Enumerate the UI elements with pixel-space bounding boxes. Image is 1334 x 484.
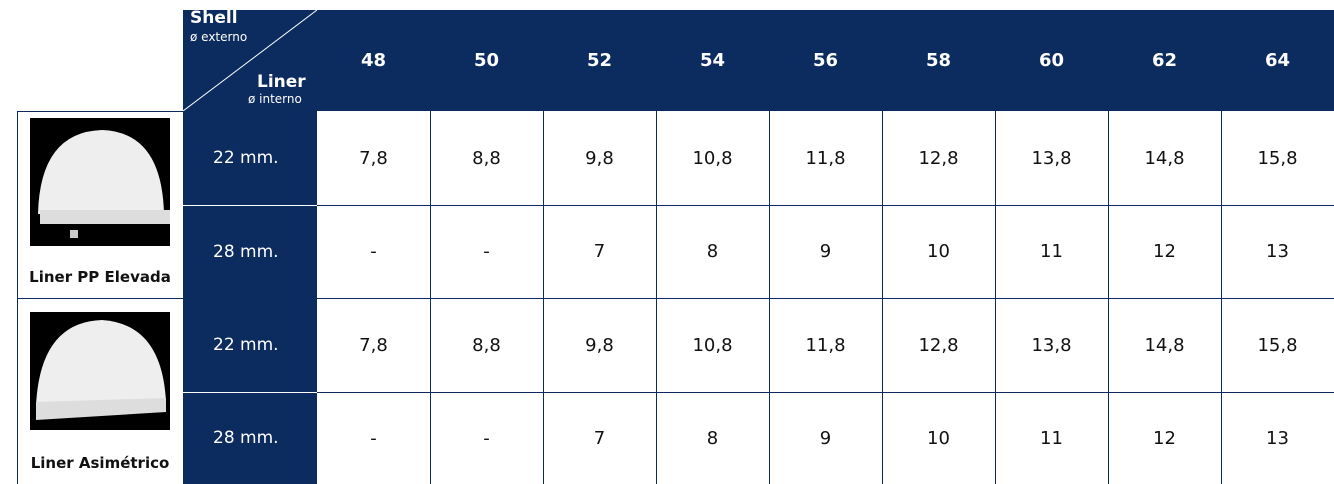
value-cell: 8 xyxy=(656,392,769,484)
size-label: 22 mm. xyxy=(183,298,317,392)
value-cell: 7 xyxy=(543,392,656,484)
product-name: Liner Asimétrico xyxy=(17,454,183,472)
product-image xyxy=(30,118,170,246)
value-cell: 10 xyxy=(882,392,995,484)
column-header: 52 xyxy=(543,10,656,111)
column-header: 62 xyxy=(1108,10,1221,111)
value-cell: 9 xyxy=(769,392,882,484)
value-cell: 7,8 xyxy=(317,298,430,392)
value-cell: - xyxy=(317,205,430,298)
grid-line xyxy=(17,111,183,112)
value-cell: - xyxy=(430,205,543,298)
value-cell: 11,8 xyxy=(769,298,882,392)
product-image xyxy=(30,312,170,430)
value-cell: 11 xyxy=(995,205,1108,298)
liner-sub: ø interno xyxy=(248,92,302,106)
value-cell: 8,8 xyxy=(430,298,543,392)
shell-label: Shell xyxy=(190,8,238,28)
size-label: 22 mm. xyxy=(183,111,317,205)
value-cell: 15,8 xyxy=(1221,298,1334,392)
value-cell: 15,8 xyxy=(1221,111,1334,205)
value-cell: 10,8 xyxy=(656,111,769,205)
liner-label: Liner xyxy=(257,72,306,92)
value-cell: 13 xyxy=(1221,205,1334,298)
value-cell: 14,8 xyxy=(1108,298,1221,392)
value-cell: - xyxy=(430,392,543,484)
value-cell: 10,8 xyxy=(656,298,769,392)
size-label: 28 mm. xyxy=(183,205,317,298)
value-cell: 13,8 xyxy=(995,111,1108,205)
value-cell: 11 xyxy=(995,392,1108,484)
value-cell: 12,8 xyxy=(882,111,995,205)
page: Shell ø externo Liner ø interno 48505254… xyxy=(0,0,1334,484)
column-header: 54 xyxy=(656,10,769,111)
grid-line xyxy=(17,298,183,299)
value-cell: 7 xyxy=(543,205,656,298)
column-header: 58 xyxy=(882,10,995,111)
value-cell: 7,8 xyxy=(317,111,430,205)
value-cell: 8,8 xyxy=(430,111,543,205)
value-cell: - xyxy=(317,392,430,484)
value-cell: 10 xyxy=(882,205,995,298)
grid-line xyxy=(17,111,18,484)
value-cell: 11,8 xyxy=(769,111,882,205)
shell-sub: ø externo xyxy=(190,30,247,44)
value-cell: 13,8 xyxy=(995,298,1108,392)
value-cell: 12,8 xyxy=(882,298,995,392)
value-cell: 12 xyxy=(1108,205,1221,298)
column-header: 64 xyxy=(1221,10,1334,111)
column-header: 56 xyxy=(769,10,882,111)
value-cell: 8 xyxy=(656,205,769,298)
value-cell: 9,8 xyxy=(543,298,656,392)
column-header: 60 xyxy=(995,10,1108,111)
column-header: 48 xyxy=(317,10,430,111)
size-label: 28 mm. xyxy=(183,392,317,484)
value-cell: 12 xyxy=(1108,392,1221,484)
product-name: Liner PP Elevada xyxy=(17,268,183,286)
value-cell: 14,8 xyxy=(1108,111,1221,205)
value-cell: 9,8 xyxy=(543,111,656,205)
column-header: 50 xyxy=(430,10,543,111)
value-cell: 13 xyxy=(1221,392,1334,484)
value-cell: 9 xyxy=(769,205,882,298)
